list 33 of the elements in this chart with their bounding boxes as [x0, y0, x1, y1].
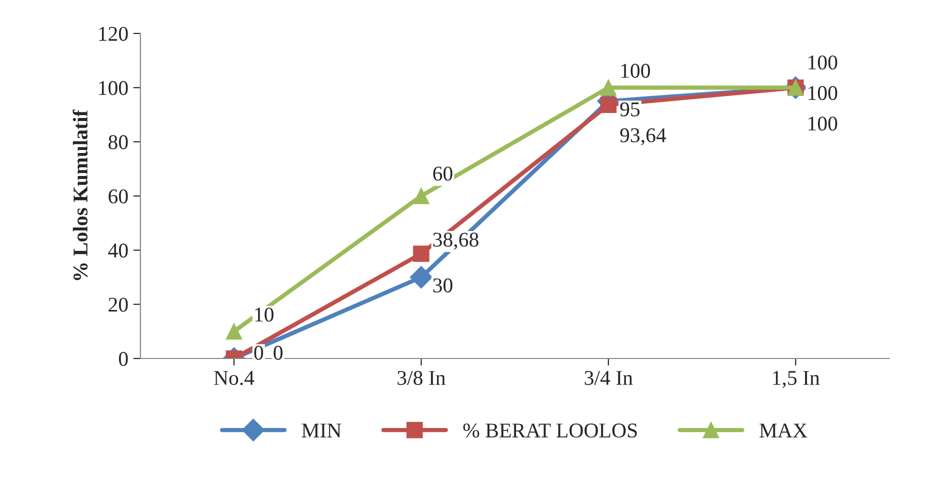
point	[600, 79, 617, 96]
data-label: 30	[433, 278, 452, 292]
legend-label: % BERAT LOOLOS	[463, 423, 637, 438]
point	[413, 246, 430, 262]
legend-label: MIN	[302, 424, 342, 438]
data-label: 100	[808, 86, 838, 100]
data-label: 93,64	[620, 128, 666, 146]
data-label: 100	[621, 64, 650, 78]
data-label: 95	[620, 102, 640, 116]
x-tick-label: 1,5 In	[773, 371, 820, 388]
legend-label: MAX	[760, 424, 808, 438]
y-tick-label: 20	[108, 298, 128, 312]
y-tick-label: 0	[118, 352, 128, 366]
data-label: 60	[433, 166, 452, 181]
y-tick-label: 80	[108, 135, 128, 150]
y-axis-title: % Lolos Kumulatif	[72, 110, 88, 280]
data-label: 38,68	[433, 232, 478, 250]
y-tick-label: 40	[108, 244, 128, 258]
point	[410, 266, 433, 289]
point	[600, 96, 617, 114]
y-tick-label: 100	[99, 81, 128, 96]
point	[226, 323, 242, 340]
data-label: 10	[255, 308, 274, 322]
x-tick-label: No.4	[214, 371, 254, 386]
x-tick-label: 3/4 In	[584, 370, 633, 385]
data-label: 0	[254, 346, 264, 360]
x-tick-label: 3/8 In	[398, 370, 446, 385]
y-tick-label: 120	[99, 26, 128, 41]
data-label: 100	[808, 116, 838, 131]
y-tick-label: 60	[108, 189, 128, 204]
data-label: 100	[808, 55, 838, 70]
data-label: 0	[274, 346, 283, 360]
point	[413, 188, 430, 204]
